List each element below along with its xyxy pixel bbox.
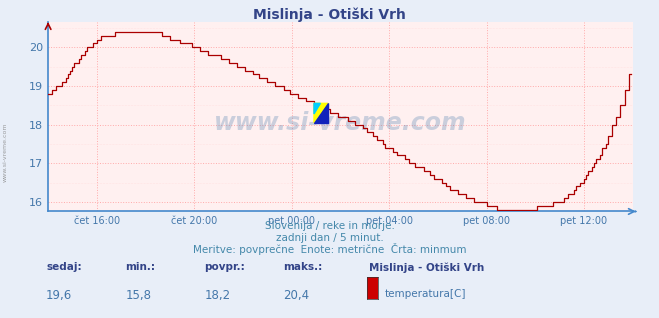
Text: povpr.:: povpr.: (204, 262, 245, 272)
Text: www.si-vreme.com: www.si-vreme.com (214, 111, 467, 135)
Text: 15,8: 15,8 (125, 289, 151, 302)
Polygon shape (314, 103, 328, 123)
Text: 20,4: 20,4 (283, 289, 310, 302)
Text: www.si-vreme.com: www.si-vreme.com (3, 123, 8, 183)
Text: Slovenija / reke in morje.: Slovenija / reke in morje. (264, 221, 395, 231)
Text: 18,2: 18,2 (204, 289, 231, 302)
Text: Meritve: povprečne  Enote: metrične  Črta: minmum: Meritve: povprečne Enote: metrične Črta:… (192, 243, 467, 255)
Polygon shape (314, 103, 320, 114)
Text: Mislinja - Otiški Vrh: Mislinja - Otiški Vrh (369, 262, 484, 273)
Text: sedaj:: sedaj: (46, 262, 82, 272)
Text: min.:: min.: (125, 262, 156, 272)
Text: zadnji dan / 5 minut.: zadnji dan / 5 minut. (275, 233, 384, 243)
Text: 19,6: 19,6 (46, 289, 72, 302)
Text: temperatura[C]: temperatura[C] (384, 289, 466, 299)
Polygon shape (314, 103, 328, 123)
Text: maks.:: maks.: (283, 262, 323, 272)
Text: Mislinja - Otiški Vrh: Mislinja - Otiški Vrh (253, 8, 406, 23)
